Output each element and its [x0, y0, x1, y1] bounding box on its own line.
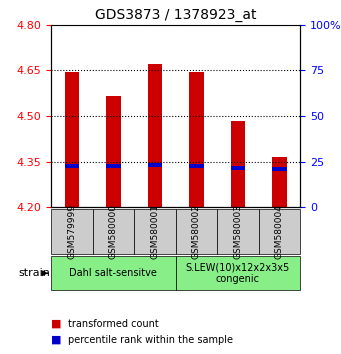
Bar: [51, 209, 93, 254]
Bar: [258, 209, 300, 254]
Text: GSM580003: GSM580003: [233, 204, 242, 259]
Bar: [231, 121, 245, 207]
Text: ■: ■: [51, 319, 62, 329]
Bar: [176, 209, 217, 254]
Bar: [231, 166, 245, 170]
Text: ■: ■: [51, 335, 62, 345]
Text: GSM580002: GSM580002: [192, 204, 201, 259]
Text: GSM579999: GSM579999: [68, 204, 76, 259]
Bar: [148, 163, 162, 166]
Bar: [65, 72, 79, 207]
Text: GSM580004: GSM580004: [275, 204, 284, 259]
Bar: [217, 209, 258, 254]
Text: GSM580001: GSM580001: [150, 204, 159, 259]
Bar: [189, 164, 204, 168]
Bar: [106, 96, 121, 207]
Bar: [176, 256, 300, 290]
Text: transformed count: transformed count: [68, 319, 159, 329]
Bar: [106, 164, 121, 168]
Title: GDS3873 / 1378923_at: GDS3873 / 1378923_at: [95, 8, 256, 22]
Text: GSM580000: GSM580000: [109, 204, 118, 259]
Bar: [272, 167, 286, 171]
Bar: [65, 164, 79, 168]
Bar: [134, 209, 176, 254]
Bar: [189, 72, 204, 207]
Bar: [272, 157, 286, 207]
Text: strain: strain: [18, 268, 50, 278]
Text: percentile rank within the sample: percentile rank within the sample: [68, 335, 233, 345]
Text: Dahl salt-sensitve: Dahl salt-sensitve: [70, 268, 157, 278]
Bar: [51, 256, 176, 290]
Bar: [93, 209, 134, 254]
Text: S.LEW(10)x12x2x3x5
congenic: S.LEW(10)x12x2x3x5 congenic: [186, 262, 290, 284]
Bar: [148, 64, 162, 207]
